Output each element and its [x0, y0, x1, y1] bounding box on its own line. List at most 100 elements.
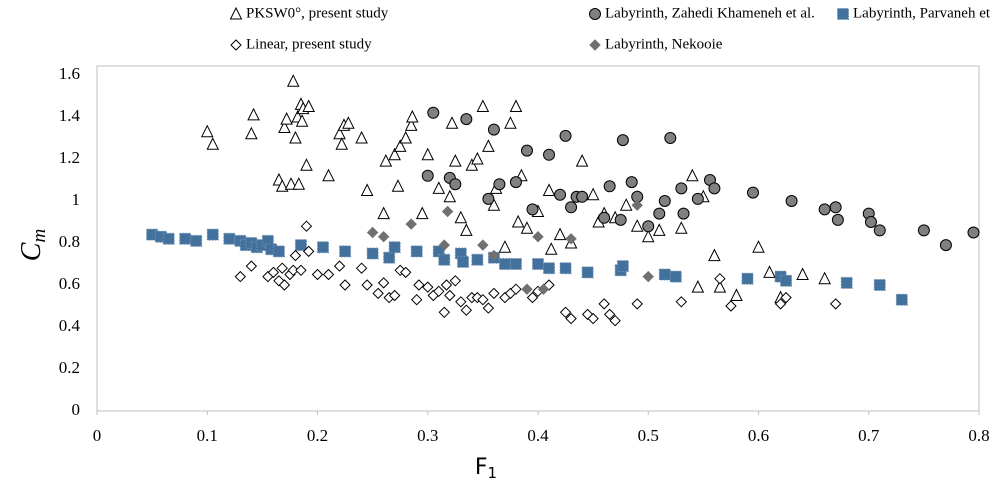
point: [445, 116, 459, 129]
point: [763, 265, 776, 278]
point: [780, 274, 793, 287]
point: [438, 253, 451, 266]
point: [746, 186, 759, 199]
point: [939, 239, 952, 252]
x-tick-label: 0.1: [197, 426, 218, 445]
point: [873, 279, 886, 291]
point: [333, 126, 346, 140]
point: [829, 201, 842, 214]
point: [322, 268, 335, 281]
point: [488, 249, 500, 262]
point: [493, 178, 506, 191]
point: [433, 285, 445, 298]
point: [565, 201, 578, 214]
x-tick-label: 0.2: [307, 426, 328, 445]
point: [302, 245, 315, 258]
point: [388, 289, 401, 302]
point: [917, 224, 930, 237]
point: [477, 239, 489, 251]
point: [432, 245, 445, 258]
point: [708, 248, 721, 262]
point: [691, 192, 704, 205]
point: [421, 147, 435, 161]
point: [245, 126, 258, 140]
legend-marker: [230, 39, 242, 51]
point: [247, 107, 260, 121]
point: [642, 270, 654, 283]
point: [873, 224, 886, 237]
y-tick-label: 0.6: [59, 274, 80, 293]
point: [553, 227, 567, 241]
point: [598, 211, 611, 224]
point: [511, 214, 525, 228]
legend-label: Labyrinth, Parvaneh et al.: [853, 5, 993, 21]
point: [206, 137, 220, 150]
x-tick-label: 0.5: [638, 426, 659, 445]
legend-marker: [589, 8, 601, 20]
point: [372, 287, 384, 300]
point: [294, 239, 307, 252]
point: [482, 302, 495, 314]
point: [273, 275, 285, 287]
point: [342, 116, 355, 129]
point: [317, 241, 330, 254]
point: [675, 182, 688, 195]
y-tick-label: 0.8: [59, 232, 80, 251]
point: [504, 116, 517, 129]
point: [441, 205, 454, 218]
point: [498, 240, 512, 253]
point: [476, 99, 490, 112]
point: [658, 268, 671, 281]
y-tick-label: 0: [72, 400, 81, 419]
point: [284, 177, 298, 190]
point: [438, 306, 450, 319]
x-tick-label: 0.7: [858, 426, 880, 445]
point: [460, 223, 473, 236]
point: [311, 268, 324, 281]
point: [333, 260, 346, 272]
y-tick-label: 0.4: [59, 316, 81, 335]
point: [686, 168, 699, 182]
point: [565, 233, 577, 245]
point: [455, 296, 467, 308]
point: [399, 266, 412, 279]
point: [443, 189, 457, 203]
point: [449, 178, 462, 191]
point: [245, 260, 258, 272]
legend-label: PKSW0°, present study: [246, 5, 389, 21]
point: [388, 241, 401, 254]
point: [355, 130, 368, 144]
point: [292, 177, 306, 190]
y-label-base: C: [16, 242, 47, 261]
point: [581, 266, 594, 279]
point: [669, 270, 682, 283]
point: [399, 130, 413, 144]
point: [630, 219, 644, 232]
point: [482, 192, 495, 205]
point: [289, 130, 302, 144]
point: [642, 220, 655, 233]
point: [487, 198, 501, 211]
point: [449, 275, 462, 287]
point: [675, 296, 688, 308]
x-tick-label: 0.6: [748, 426, 769, 445]
point: [487, 123, 500, 136]
point: [366, 226, 379, 239]
point: [361, 279, 373, 291]
point: [413, 279, 425, 291]
x-label-base: F: [475, 455, 488, 480]
point: [427, 106, 440, 119]
point: [272, 245, 285, 258]
point: [440, 279, 453, 291]
point: [383, 251, 396, 264]
point: [544, 242, 558, 255]
point: [509, 258, 522, 270]
point: [526, 203, 539, 216]
point: [444, 289, 456, 302]
point: [415, 206, 429, 220]
point: [559, 306, 572, 319]
point: [565, 312, 577, 325]
point: [471, 151, 484, 165]
point: [730, 288, 743, 301]
